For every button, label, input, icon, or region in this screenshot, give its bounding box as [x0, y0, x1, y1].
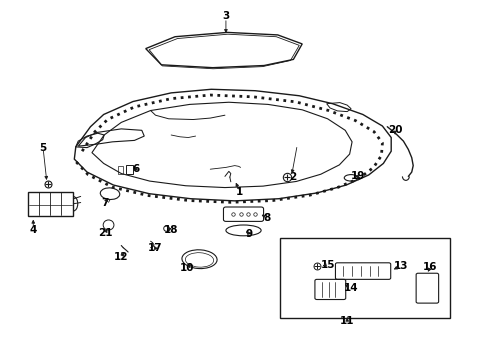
Text: 3: 3	[222, 11, 229, 21]
Text: 7: 7	[101, 198, 109, 208]
Text: 13: 13	[393, 261, 407, 271]
Text: 10: 10	[179, 263, 194, 273]
Text: 1: 1	[236, 186, 243, 197]
Text: 17: 17	[148, 243, 163, 253]
Text: 15: 15	[320, 260, 334, 270]
Text: 11: 11	[339, 316, 354, 326]
Text: 5: 5	[40, 143, 46, 153]
Bar	[28, 192, 73, 216]
Text: 6: 6	[132, 164, 139, 174]
Text: 21: 21	[98, 228, 112, 238]
Text: 20: 20	[387, 125, 402, 135]
Text: 4: 4	[29, 225, 37, 235]
Bar	[118, 166, 123, 174]
Text: 8: 8	[263, 213, 269, 223]
Bar	[126, 165, 133, 174]
Bar	[279, 238, 449, 318]
Text: 12: 12	[114, 252, 128, 262]
Text: 14: 14	[343, 283, 358, 293]
Text: 9: 9	[245, 229, 252, 239]
Text: 19: 19	[350, 171, 365, 181]
Text: 16: 16	[422, 262, 437, 273]
Text: 18: 18	[163, 225, 178, 235]
Text: 2: 2	[288, 172, 295, 182]
